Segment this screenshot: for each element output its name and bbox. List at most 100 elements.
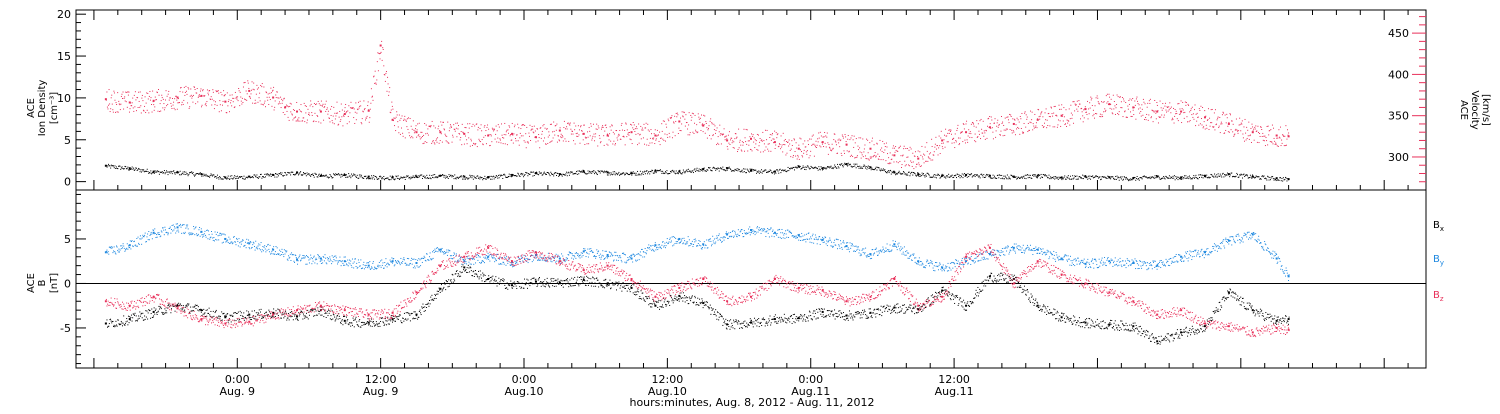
velocity-dot [280, 97, 281, 98]
bx-dot [295, 318, 296, 319]
velocity-dot [256, 85, 257, 86]
density-dot [694, 169, 695, 170]
velocity-dot [409, 132, 410, 133]
velocity-dot [749, 136, 750, 137]
density-dot [157, 170, 158, 171]
velocity-dot [653, 139, 654, 140]
velocity-dot [1255, 128, 1256, 129]
density-dot [780, 169, 781, 170]
velocity-dot [354, 108, 355, 109]
density-dot [757, 171, 758, 172]
density-dot [451, 175, 452, 176]
density-dot [943, 175, 944, 176]
density-dot [1137, 176, 1138, 177]
density-dot [788, 170, 789, 171]
velocity-dot [1066, 109, 1067, 110]
bx-dot [484, 281, 485, 282]
velocity-dot [110, 108, 111, 109]
velocity-dot [1111, 99, 1112, 100]
velocity-dot [835, 142, 836, 143]
velocity-dot [718, 136, 719, 137]
bx-dot [356, 321, 357, 322]
velocity-dot [165, 100, 166, 101]
velocity-dot [1062, 116, 1063, 117]
velocity-dot [1195, 104, 1196, 105]
velocity-dot [395, 118, 396, 119]
density-dot [497, 178, 498, 179]
density-dot [787, 170, 788, 171]
density-dot [864, 166, 865, 167]
velocity-point [965, 131, 967, 133]
velocity-dot [441, 125, 442, 126]
velocity-dot [355, 112, 356, 113]
velocity-dot [1129, 98, 1130, 99]
velocity-dot [1053, 126, 1054, 127]
velocity-dot [718, 144, 719, 145]
velocity-dot [148, 112, 149, 113]
velocity-dot [256, 94, 257, 95]
density-dot [778, 173, 779, 174]
velocity-dot [651, 133, 652, 134]
density-dot [630, 173, 631, 174]
bx-dot [440, 292, 441, 293]
density-dot [691, 172, 692, 173]
velocity-dot [493, 130, 494, 131]
velocity-dot [1227, 117, 1228, 118]
bx-dot [129, 322, 130, 323]
velocity-dot [724, 128, 725, 129]
density-dot [358, 178, 359, 179]
bx-dot [260, 312, 261, 313]
velocity-dot [484, 125, 485, 126]
velocity-dot [340, 121, 341, 122]
velocity-dot [575, 125, 576, 126]
bx-dot [469, 271, 470, 272]
velocity-dot [579, 129, 580, 130]
velocity-dot [792, 145, 793, 146]
velocity-dot [723, 134, 724, 135]
density-dot [165, 173, 166, 174]
density-dot [610, 174, 611, 175]
bx-dot [120, 324, 121, 325]
velocity-dot [753, 134, 754, 135]
velocity-dot [244, 99, 245, 100]
velocity-dot [832, 144, 833, 145]
velocity-dot [534, 137, 535, 138]
bx-dot [497, 286, 498, 287]
density-dot [414, 177, 415, 178]
bx-dot [489, 278, 490, 279]
density-dot [297, 172, 298, 173]
density-dot [828, 167, 829, 168]
velocity-dot [925, 147, 926, 148]
density-dot [672, 170, 673, 171]
velocity-dot [642, 130, 643, 131]
density-dot [621, 173, 622, 174]
bx-dot [151, 313, 152, 314]
density-dot [661, 171, 662, 172]
velocity-dot [491, 141, 492, 142]
velocity-dot [530, 140, 531, 141]
density-dot [211, 173, 212, 174]
velocity-dot [614, 133, 615, 134]
density-dot [338, 173, 339, 174]
velocity-dot [340, 119, 341, 120]
density-dot [114, 165, 115, 166]
density-dot [320, 176, 321, 177]
velocity-dot [732, 142, 733, 143]
velocity-dot [225, 101, 226, 102]
velocity-dot [420, 138, 421, 139]
velocity-dot [293, 109, 294, 110]
bx-dot [500, 281, 501, 282]
velocity-dot [336, 113, 337, 114]
velocity-dot [780, 148, 781, 149]
density-dot [504, 175, 505, 176]
velocity-dot [730, 139, 731, 140]
bx-dot [154, 307, 155, 308]
bx-dot [425, 310, 426, 311]
bx-dot [580, 276, 581, 277]
density-dot [1043, 174, 1044, 175]
velocity-dot [872, 138, 873, 139]
density-dot [935, 175, 936, 176]
velocity-dot [921, 146, 922, 147]
velocity-dot [702, 124, 703, 125]
